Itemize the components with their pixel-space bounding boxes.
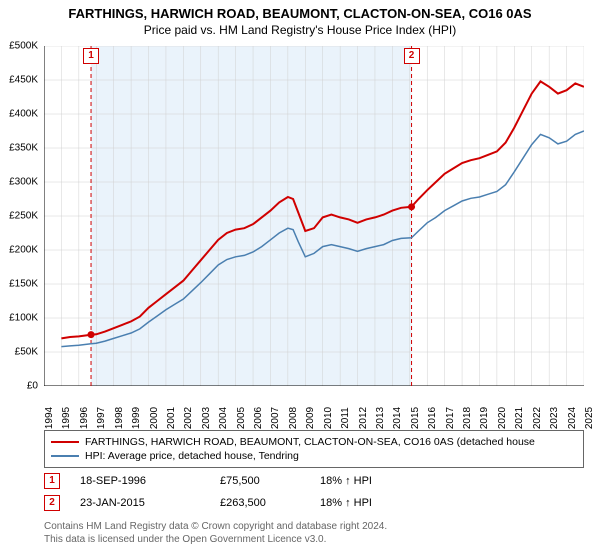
legend-row: HPI: Average price, detached house, Tend… bbox=[51, 449, 577, 463]
x-tick-label: 2022 bbox=[532, 407, 543, 429]
chart-title: FARTHINGS, HARWICH ROAD, BEAUMONT, CLACT… bbox=[0, 0, 600, 21]
marker-row: 2 23-JAN-2015 £263,500 18% ↑ HPI bbox=[44, 492, 584, 514]
chart-marker-badge: 1 bbox=[83, 48, 99, 64]
x-tick-label: 2008 bbox=[288, 407, 299, 429]
x-tick-label: 2017 bbox=[445, 407, 456, 429]
x-tick-label: 2013 bbox=[375, 407, 386, 429]
x-tick-label: 2009 bbox=[305, 407, 316, 429]
x-tick-label: 2023 bbox=[549, 407, 560, 429]
y-tick-label: £300K bbox=[9, 177, 38, 188]
x-tick-label: 1999 bbox=[131, 407, 142, 429]
legend: FARTHINGS, HARWICH ROAD, BEAUMONT, CLACT… bbox=[44, 430, 584, 468]
x-tick-label: 1998 bbox=[114, 407, 125, 429]
x-tick-label: 2012 bbox=[358, 407, 369, 429]
y-tick-label: £0 bbox=[27, 381, 38, 392]
markers-table: 1 18-SEP-1996 £75,500 18% ↑ HPI 2 23-JAN… bbox=[44, 470, 584, 514]
x-tick-label: 1997 bbox=[96, 407, 107, 429]
x-tick-label: 2002 bbox=[183, 407, 194, 429]
marker-row: 1 18-SEP-1996 £75,500 18% ↑ HPI bbox=[44, 470, 584, 492]
x-tick-label: 2000 bbox=[149, 407, 160, 429]
x-axis-labels: 1994 1995 1996 1997 1998 1999 2000 2001 2002 2003… bbox=[44, 390, 584, 430]
footer-line-1: Contains HM Land Registry data © Crown c… bbox=[44, 520, 584, 533]
x-tick-label: 2003 bbox=[201, 407, 212, 429]
y-tick-label: £100K bbox=[9, 313, 38, 324]
y-tick-label: £150K bbox=[9, 279, 38, 290]
x-tick-label: 2020 bbox=[497, 407, 508, 429]
x-tick-label: 2021 bbox=[514, 407, 525, 429]
y-tick-label: £400K bbox=[9, 109, 38, 120]
y-tick-label: £200K bbox=[9, 245, 38, 256]
chart-marker-badge: 2 bbox=[404, 48, 420, 64]
x-tick-label: 1996 bbox=[79, 407, 90, 429]
x-tick-label: 2006 bbox=[253, 407, 264, 429]
x-tick-label: 2019 bbox=[479, 407, 490, 429]
x-tick-label: 2007 bbox=[270, 407, 281, 429]
x-tick-label: 2011 bbox=[340, 407, 351, 429]
x-tick-label: 2004 bbox=[218, 407, 229, 429]
legend-label: HPI: Average price, detached house, Tend… bbox=[85, 450, 299, 462]
y-tick-label: £450K bbox=[9, 75, 38, 86]
chart-area: 12 bbox=[44, 46, 584, 386]
marker-price: £263,500 bbox=[220, 497, 300, 509]
y-tick-label: £250K bbox=[9, 211, 38, 222]
marker-date: 23-JAN-2015 bbox=[80, 497, 200, 509]
footer-line-2: This data is licensed under the Open Gov… bbox=[44, 533, 584, 546]
x-tick-label: 2010 bbox=[323, 407, 334, 429]
x-tick-label: 2018 bbox=[462, 407, 473, 429]
marker-hpi: 18% ↑ HPI bbox=[320, 497, 440, 509]
y-tick-label: £500K bbox=[9, 41, 38, 52]
footer: Contains HM Land Registry data © Crown c… bbox=[44, 520, 584, 546]
legend-label: FARTHINGS, HARWICH ROAD, BEAUMONT, CLACT… bbox=[85, 436, 535, 448]
chart-svg bbox=[44, 46, 584, 386]
marker-price: £75,500 bbox=[220, 475, 300, 487]
x-tick-label: 1995 bbox=[61, 407, 72, 429]
legend-swatch-property bbox=[51, 441, 79, 443]
x-tick-label: 2005 bbox=[236, 407, 247, 429]
y-axis-labels: £0£50K£100K£150K£200K£250K£300K£350K£400… bbox=[0, 46, 40, 386]
marker-hpi: 18% ↑ HPI bbox=[320, 475, 440, 487]
x-tick-label: 1994 bbox=[44, 407, 55, 429]
legend-row: FARTHINGS, HARWICH ROAD, BEAUMONT, CLACT… bbox=[51, 435, 577, 449]
x-tick-label: 2024 bbox=[567, 407, 578, 429]
chart-container: FARTHINGS, HARWICH ROAD, BEAUMONT, CLACT… bbox=[0, 0, 600, 560]
x-tick-label: 2016 bbox=[427, 407, 438, 429]
x-tick-label: 2025 bbox=[584, 407, 595, 429]
x-tick-label: 2001 bbox=[166, 407, 177, 429]
chart-subtitle: Price paid vs. HM Land Registry's House … bbox=[0, 21, 600, 37]
y-tick-label: £350K bbox=[9, 143, 38, 154]
marker-badge-1: 1 bbox=[44, 473, 60, 489]
legend-swatch-hpi bbox=[51, 455, 79, 457]
marker-badge-2: 2 bbox=[44, 495, 60, 511]
marker-date: 18-SEP-1996 bbox=[80, 475, 200, 487]
x-tick-label: 2015 bbox=[410, 407, 421, 429]
y-tick-label: £50K bbox=[15, 347, 38, 358]
x-tick-label: 2014 bbox=[392, 407, 403, 429]
